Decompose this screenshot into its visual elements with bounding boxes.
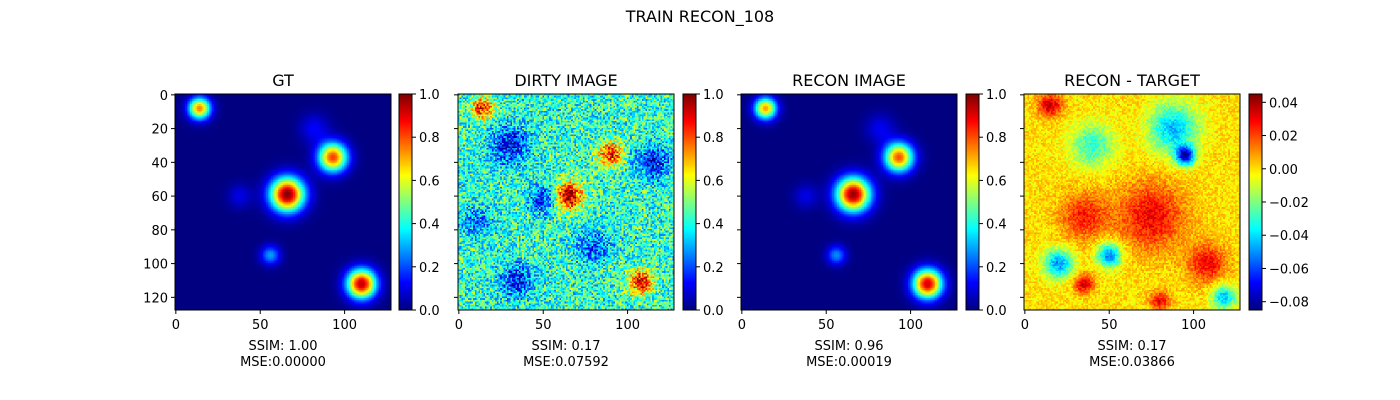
panel-title: GT: [272, 71, 294, 90]
colorbar-frame: [682, 93, 697, 311]
panel-title: RECON - TARGET: [1064, 71, 1200, 90]
colorbar-tick-label: 0.00: [1269, 163, 1298, 178]
colorbar-tick-label: 0.8: [986, 131, 1007, 146]
colorbar-tick-label: 0.6: [419, 174, 440, 189]
colorbar-tick-label: 0.04: [1269, 96, 1298, 111]
metric-mse: MSE:0.07592: [523, 355, 609, 370]
axes-frame: [174, 93, 392, 311]
x-tick-label: 50: [535, 318, 552, 333]
colorbar-tick-label: 0.4: [986, 218, 1007, 233]
y-tick-label: 120: [143, 291, 168, 306]
y-tick-label: 100: [143, 258, 168, 273]
heatmap-image: [458, 94, 674, 310]
metric-ssim: SSIM: 0.17: [531, 339, 600, 354]
metric-mse: MSE:0.03866: [1089, 355, 1175, 370]
colorbar-tick-label: 0.2: [419, 261, 440, 276]
colorbar-tick-label: 0.8: [703, 131, 724, 146]
metric-ssim: SSIM: 0.96: [814, 339, 883, 354]
axes-frame: [740, 93, 958, 311]
x-tick-label: 50: [818, 318, 835, 333]
colorbar-tick-label: 0.0: [419, 304, 440, 319]
x-tick-label: 50: [1101, 318, 1118, 333]
colorbar-tick-label: 1.0: [986, 88, 1007, 103]
metric-ssim: SSIM: 1.00: [248, 339, 317, 354]
x-tick-label: 0: [455, 318, 463, 333]
x-tick-label: 0: [172, 318, 180, 333]
colorbar-tick-label: −0.08: [1269, 296, 1309, 311]
y-tick-label: 80: [151, 224, 168, 239]
panel-title: DIRTY IMAGE: [514, 71, 617, 90]
colorbar-tick-label: 0.6: [703, 174, 724, 189]
panel-gt: GT 0 50 100 0 20 40 60 80 100 120 0.0 0.2 0.4 0.6 0.8 1…: [143, 71, 440, 370]
x-tick-label: 50: [252, 318, 269, 333]
colorbar-tick-label: 0.4: [419, 218, 440, 233]
colorbar-tick-label: 0.2: [703, 261, 724, 276]
colorbar-tick-label: 0.4: [703, 218, 724, 233]
y-tick-label: 0: [160, 89, 168, 104]
colorbar-tick-label: 1.0: [703, 88, 724, 103]
panel-title: RECON IMAGE: [792, 71, 906, 90]
colorbar-tick-label: 0.0: [986, 304, 1007, 319]
colorbar-tick-label: 0.2: [986, 261, 1007, 276]
heatmap-image: [1024, 94, 1240, 310]
x-tick-label: 100: [1181, 318, 1206, 333]
y-tick-label: 40: [151, 156, 168, 171]
colorbar-tick-label: 0.6: [986, 174, 1007, 189]
colorbar-tick-label: −0.04: [1269, 229, 1309, 244]
x-tick-label: 100: [898, 318, 923, 333]
figure-title: TRAIN RECON_108: [625, 7, 774, 27]
x-tick-label: 0: [1021, 318, 1029, 333]
heatmap-image: [741, 94, 957, 310]
y-tick-label: 60: [151, 190, 168, 205]
metric-ssim: SSIM: 0.17: [1097, 339, 1166, 354]
x-tick-label: 100: [332, 318, 357, 333]
colorbar-tick-label: −0.06: [1269, 262, 1309, 277]
colorbar-tick-label: 0.8: [419, 131, 440, 146]
colorbar: [399, 94, 412, 310]
x-tick-label: 0: [738, 318, 746, 333]
colorbar-tick-label: 0.02: [1269, 130, 1298, 145]
metric-mse: MSE:0.00019: [806, 355, 892, 370]
colorbar-tick-label: 1.0: [419, 88, 440, 103]
y-tick-label: 20: [151, 123, 168, 138]
colorbar-tick-label: 0.0: [703, 304, 724, 319]
colorbar: [1249, 94, 1262, 310]
panel-dirty-image: DIRTY IMAGE 0 50 100 0.0 0.2 0.4 0.6 0.8 1.0 SSI…: [454, 71, 724, 370]
colorbar-frame: [965, 93, 980, 311]
colorbar: [683, 94, 696, 310]
metric-mse: MSE:0.00000: [240, 355, 326, 370]
axes-frame: [457, 93, 675, 311]
heatmap-image: [175, 94, 391, 310]
panel-recon-minus-target: RECON - TARGET 0 50 100 0.04 0.02 0.00 −0.02 −0…: [1020, 71, 1309, 370]
axes-frame: [1023, 93, 1241, 311]
colorbar: [966, 94, 979, 310]
colorbar-tick-label: −0.02: [1269, 196, 1309, 211]
colorbar-frame: [398, 93, 413, 311]
panel-recon-image: RECON IMAGE 0 50 100 0.0 0.2 0.4 0.6 0.8 1.0 SSI…: [737, 71, 1007, 370]
x-tick-label: 100: [615, 318, 640, 333]
